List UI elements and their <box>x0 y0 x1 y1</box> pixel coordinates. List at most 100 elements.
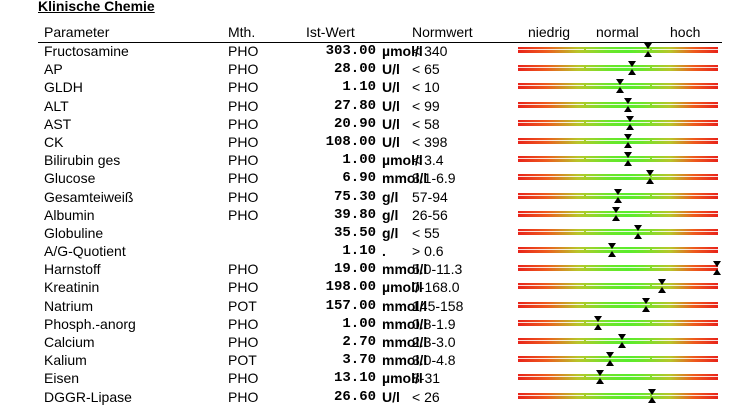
parameter-name: CK <box>44 133 64 150</box>
method-code: PHO <box>228 170 259 187</box>
result-unit: µmol/l <box>382 279 423 296</box>
range-indicator-bar <box>518 370 718 385</box>
result-value: 6.90 <box>342 170 376 187</box>
value-marker-icon <box>644 43 652 57</box>
value-marker-icon <box>606 352 614 367</box>
parameter-name: AP <box>44 61 63 78</box>
result-value: 3.70 <box>342 352 376 369</box>
reference-range: 5.0-11.3 <box>412 261 463 278</box>
value-marker-icon <box>713 261 721 276</box>
value-marker-icon <box>628 61 636 76</box>
method-code: PHO <box>228 188 259 205</box>
table-row: DGGR-Lipase PHO 26.60 U/l < 26 <box>38 388 722 406</box>
table-row: A/G-Quotient 1.10. > 0.6 <box>38 242 722 260</box>
result-unit: mmol/l <box>382 170 428 187</box>
result-unit: mmol/l <box>382 315 428 332</box>
method-code: PHO <box>228 279 259 296</box>
table-row: Kalium POT 3.70 mmol/l 3.0-4.8 <box>38 351 722 369</box>
parameter-name: Natrium <box>44 297 94 314</box>
result-unit: µmol/l <box>382 43 423 59</box>
result-unit: mmol/l <box>382 352 428 369</box>
value-marker-icon <box>648 388 656 403</box>
value-marker-icon <box>616 79 624 94</box>
result-value: 1.00 <box>342 152 376 169</box>
result-unit: mmol/l <box>382 261 428 278</box>
method-code: PHO <box>228 97 259 114</box>
table-row: Fructosamine PHO 303.00 µmol/l < 340 <box>38 42 722 60</box>
result-unit: U/l <box>382 388 400 405</box>
value-marker-icon <box>618 334 626 348</box>
range-indicator-bar <box>518 97 718 112</box>
reference-range: 0-168.0 <box>412 279 460 296</box>
reference-range: 3.0-4.8 <box>412 352 456 369</box>
result-value: 303.00 <box>325 43 376 59</box>
parameter-name: Eisen <box>44 370 80 387</box>
table-row: Phosph.-anorg PHO 1.00 mmol/l 0.8-1.9 <box>38 315 722 333</box>
range-indicator-bar <box>518 352 718 367</box>
table-row: CK PHO 108.00 U/l < 398 <box>38 133 722 151</box>
result-value: 198.00 <box>325 279 376 296</box>
reference-range: < 58 <box>412 115 440 132</box>
method-code: POT <box>228 352 257 369</box>
value-marker-icon <box>642 297 650 312</box>
range-indicator-bar <box>518 315 718 330</box>
table-row: Eisen PHO 13.10 µmol/l 8-31 <box>38 369 722 387</box>
method-code: PHO <box>228 61 259 78</box>
result-value: 27.80 <box>333 97 376 114</box>
table-row: Calcium PHO 2.70 mmol/l 2.3-3.0 <box>38 333 722 351</box>
reference-range: 8-31 <box>412 370 441 387</box>
method-code: PHO <box>228 388 259 405</box>
table-row: Glucose PHO 6.90 mmol/l 3.1-6.9 <box>38 169 722 187</box>
table-row: ALT PHO 27.80 U/l < 99 <box>38 97 722 115</box>
method-code: PHO <box>228 79 259 96</box>
parameter-name: Bilirubin ges <box>44 152 121 169</box>
table-row: Bilirubin ges PHO 1.00 µmol/l < 3.4 <box>38 151 722 169</box>
section-title: Klinische Chemie <box>38 0 155 14</box>
result-value: 20.90 <box>333 115 376 132</box>
parameter-name: Kalium <box>44 352 87 369</box>
table-row: AP PHO 28.00 U/l < 65 <box>38 60 722 78</box>
table-row: Natrium POT 157.00 mmol/l 145-158 <box>38 297 722 315</box>
reference-range: 2.3-3.0 <box>412 334 456 350</box>
reference-range: < 26 <box>412 388 440 405</box>
method-code: PHO <box>228 261 259 278</box>
range-indicator-bar <box>518 297 718 312</box>
method-code: PHO <box>228 43 259 59</box>
method-code: PHO <box>228 115 259 132</box>
result-unit: µmol/l <box>382 370 423 387</box>
result-value: 108.00 <box>325 133 376 150</box>
reference-range: < 3.4 <box>412 152 444 169</box>
header-actual-value: Ist-Wert <box>306 24 355 40</box>
table-row: GLDH PHO 1.10 U/l < 10 <box>38 78 722 96</box>
method-code: PHO <box>228 370 259 387</box>
range-indicator-bar <box>518 115 718 130</box>
range-indicator-bar <box>518 279 718 294</box>
header-high: hoch <box>670 24 701 40</box>
parameter-name: Harnstoff <box>44 261 101 278</box>
range-indicator-bar <box>518 152 718 167</box>
table-row: Kreatinin PHO 198.00 µmol/l 0-168.0 <box>38 278 722 296</box>
reference-range: < 10 <box>412 79 440 96</box>
method-code: PHO <box>228 133 259 150</box>
parameter-name: A/G-Quotient <box>44 243 126 260</box>
reference-range: 3.1-6.9 <box>412 170 456 187</box>
parameter-name: Kreatinin <box>44 279 100 296</box>
range-indicator-bar <box>518 224 718 239</box>
result-value: 1.00 <box>342 315 376 332</box>
parameter-name: Albumin <box>44 206 95 223</box>
range-indicator-bar <box>518 133 718 148</box>
range-indicator-bar <box>518 388 718 403</box>
parameter-name: Phosph.-anorg <box>44 315 136 332</box>
parameter-name: Fructosamine <box>44 43 129 59</box>
result-value: 19.00 <box>333 261 376 278</box>
result-unit: mmol/l <box>382 334 428 350</box>
value-marker-icon <box>624 152 632 167</box>
parameter-name: DGGR-Lipase <box>44 388 132 405</box>
result-value: 1.10 <box>342 79 376 96</box>
value-marker-icon <box>596 370 604 385</box>
method-code: PHO <box>228 315 259 332</box>
result-value: 13.10 <box>333 370 376 387</box>
parameter-name: Globuline <box>44 224 104 241</box>
parameter-name: Calcium <box>44 334 95 350</box>
value-marker-icon <box>624 97 632 112</box>
